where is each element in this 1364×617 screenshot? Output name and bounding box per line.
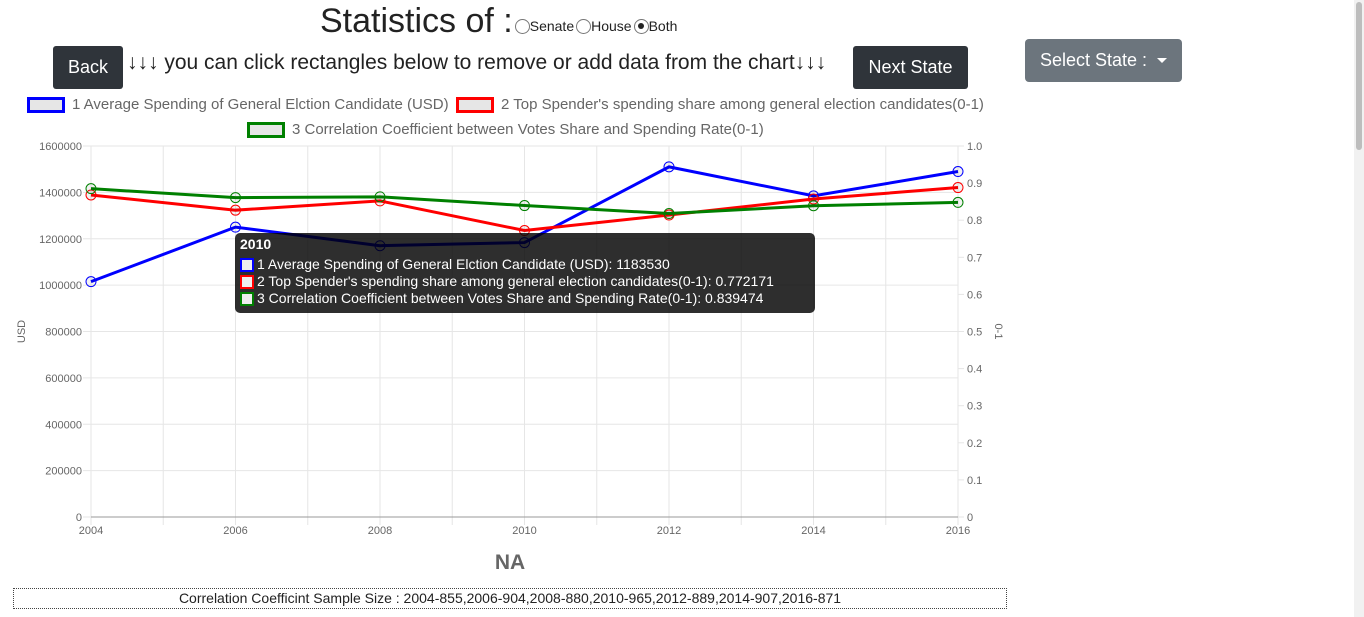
radio-senate[interactable]: Senate: [514, 18, 575, 34]
y-tick-label: 200000: [45, 466, 82, 478]
tooltip-line-2: 2 Top Spender's spending share among gen…: [240, 273, 810, 290]
radio-both-label: Both: [648, 18, 678, 34]
y2-tick-label: 0.2: [967, 438, 982, 450]
y-tick-label: 600000: [45, 373, 82, 385]
radio-senate-dot[interactable]: [514, 18, 530, 34]
series-point-3: [374, 191, 386, 203]
scrollbar-thumb[interactable]: [1356, 2, 1362, 150]
series-point-1: [952, 166, 964, 178]
y2-tick-label: 0.6: [967, 289, 982, 301]
y2-tick-label: 0.3: [967, 401, 982, 413]
series-point-3: [519, 200, 530, 212]
y-tick-label: 1600000: [39, 141, 82, 153]
series-line-3: [90, 187, 959, 216]
legend-item-3[interactable]: 3 Correlation Coefficient between Votes …: [247, 121, 764, 138]
y2-tick-label: 0.4: [967, 364, 982, 376]
next-state-button[interactable]: Next State: [853, 46, 968, 89]
y2-tick-label: 0.1: [967, 475, 982, 487]
tooltip-text-3: 3 Correlation Coefficient between Votes …: [257, 290, 764, 306]
state-label: NA: [494, 551, 526, 574]
tooltip-swatch-3: [240, 291, 254, 306]
y2-tick-label: 0.8: [967, 215, 982, 227]
x-tick-label: 2010: [512, 525, 536, 537]
legend-label-2: 2 Top Spender's spending share among gen…: [501, 96, 984, 113]
series-point-3: [85, 183, 97, 195]
y2-tick-label: 1.0: [967, 141, 982, 153]
sample-size-box: Correlation Coefficint Sample Size : 200…: [13, 588, 1007, 609]
y-tick-label: 1000000: [39, 280, 82, 292]
legend-swatch-1[interactable]: [27, 96, 65, 113]
y-tick-label: 1200000: [39, 234, 82, 246]
x-tick-label: 2004: [79, 525, 103, 537]
series-point-2: [230, 204, 241, 216]
y2-tick-label: 0: [967, 512, 973, 524]
tooltip-text-1: 1 Average Spending of General Elction Ca…: [257, 256, 670, 272]
series-point-3: [663, 208, 675, 220]
back-button[interactable]: Back: [53, 46, 123, 89]
x-tick-label: 2008: [368, 525, 392, 537]
tooltip-title: 2010: [240, 236, 272, 252]
legend-item-2[interactable]: 2 Top Spender's spending share among gen…: [456, 96, 984, 113]
instruction-text: ↓↓↓ you can click rectangles below to re…: [127, 51, 827, 74]
x-tick-label: 2016: [946, 525, 970, 537]
page-scrollbar[interactable]: [1354, 0, 1364, 617]
radio-house[interactable]: House: [576, 18, 632, 34]
radio-senate-label: Senate: [529, 18, 575, 34]
series-line-2: [90, 186, 959, 233]
y2-axis-title: 0-1: [992, 324, 1004, 340]
legend-swatch-2[interactable]: [456, 96, 494, 113]
legend-label-3: 3 Correlation Coefficient between Votes …: [292, 121, 764, 138]
x-tick-label: 2006: [223, 525, 247, 537]
legend-item-1[interactable]: 1 Average Spending of General Elction Ca…: [27, 96, 449, 113]
tooltip-line-3: 3 Correlation Coefficient between Votes …: [240, 290, 810, 307]
line-chart: 0 200000 400000 600000 800000 1000000 1200000 1…: [16, 141, 1004, 537]
y2-tick-label: 0.5: [967, 327, 982, 339]
radio-house-dot[interactable]: [576, 18, 592, 34]
y-axis-title: USD: [16, 320, 28, 343]
series-point-3: [952, 196, 964, 208]
y-tick-label: 400000: [45, 419, 82, 431]
caret-down-icon: [1157, 58, 1168, 63]
y2-tick-label: 0.7: [967, 252, 982, 264]
y-tick-label: 800000: [45, 327, 82, 339]
series-point-1: [230, 221, 241, 233]
axis-layer: 0 200000 400000 600000 800000 1000000 1200000 1…: [16, 141, 1004, 537]
radio-house-label: House: [591, 18, 632, 34]
radio-both-dot[interactable]: [633, 18, 649, 34]
radio-both[interactable]: Both: [633, 18, 678, 34]
x-tick-label: 2012: [657, 525, 681, 537]
x-tick-label: 2014: [801, 525, 825, 537]
series-point-1: [85, 276, 97, 288]
title-row: Statistics of : Senate House Both: [320, 0, 677, 40]
page-title: Statistics of :: [320, 2, 513, 40]
tooltip-swatch-2: [240, 274, 254, 289]
tooltip-swatch-1: [240, 257, 254, 272]
tooltip-line-1: 1 Average Spending of General Elction Ca…: [240, 256, 810, 273]
series-point-2: [952, 182, 964, 194]
series-point-3: [808, 200, 819, 212]
series-point-3: [230, 192, 241, 204]
y-tick-label: 1400000: [39, 187, 82, 199]
select-state-label: Select State :: [1039, 50, 1148, 70]
legend-swatch-3[interactable]: [247, 121, 285, 138]
series-point-1: [663, 161, 675, 173]
y-tick-label: 0: [76, 512, 82, 524]
chart-tooltip: 2010 1 Average Spending of General Elcti…: [235, 233, 815, 313]
y2-tick-label: 0.9: [967, 178, 982, 190]
legend-label-1: 1 Average Spending of General Elction Ca…: [72, 96, 449, 113]
select-state-dropdown[interactable]: Select State :: [1025, 39, 1182, 82]
tooltip-text-2: 2 Top Spender's spending share among gen…: [257, 273, 774, 289]
